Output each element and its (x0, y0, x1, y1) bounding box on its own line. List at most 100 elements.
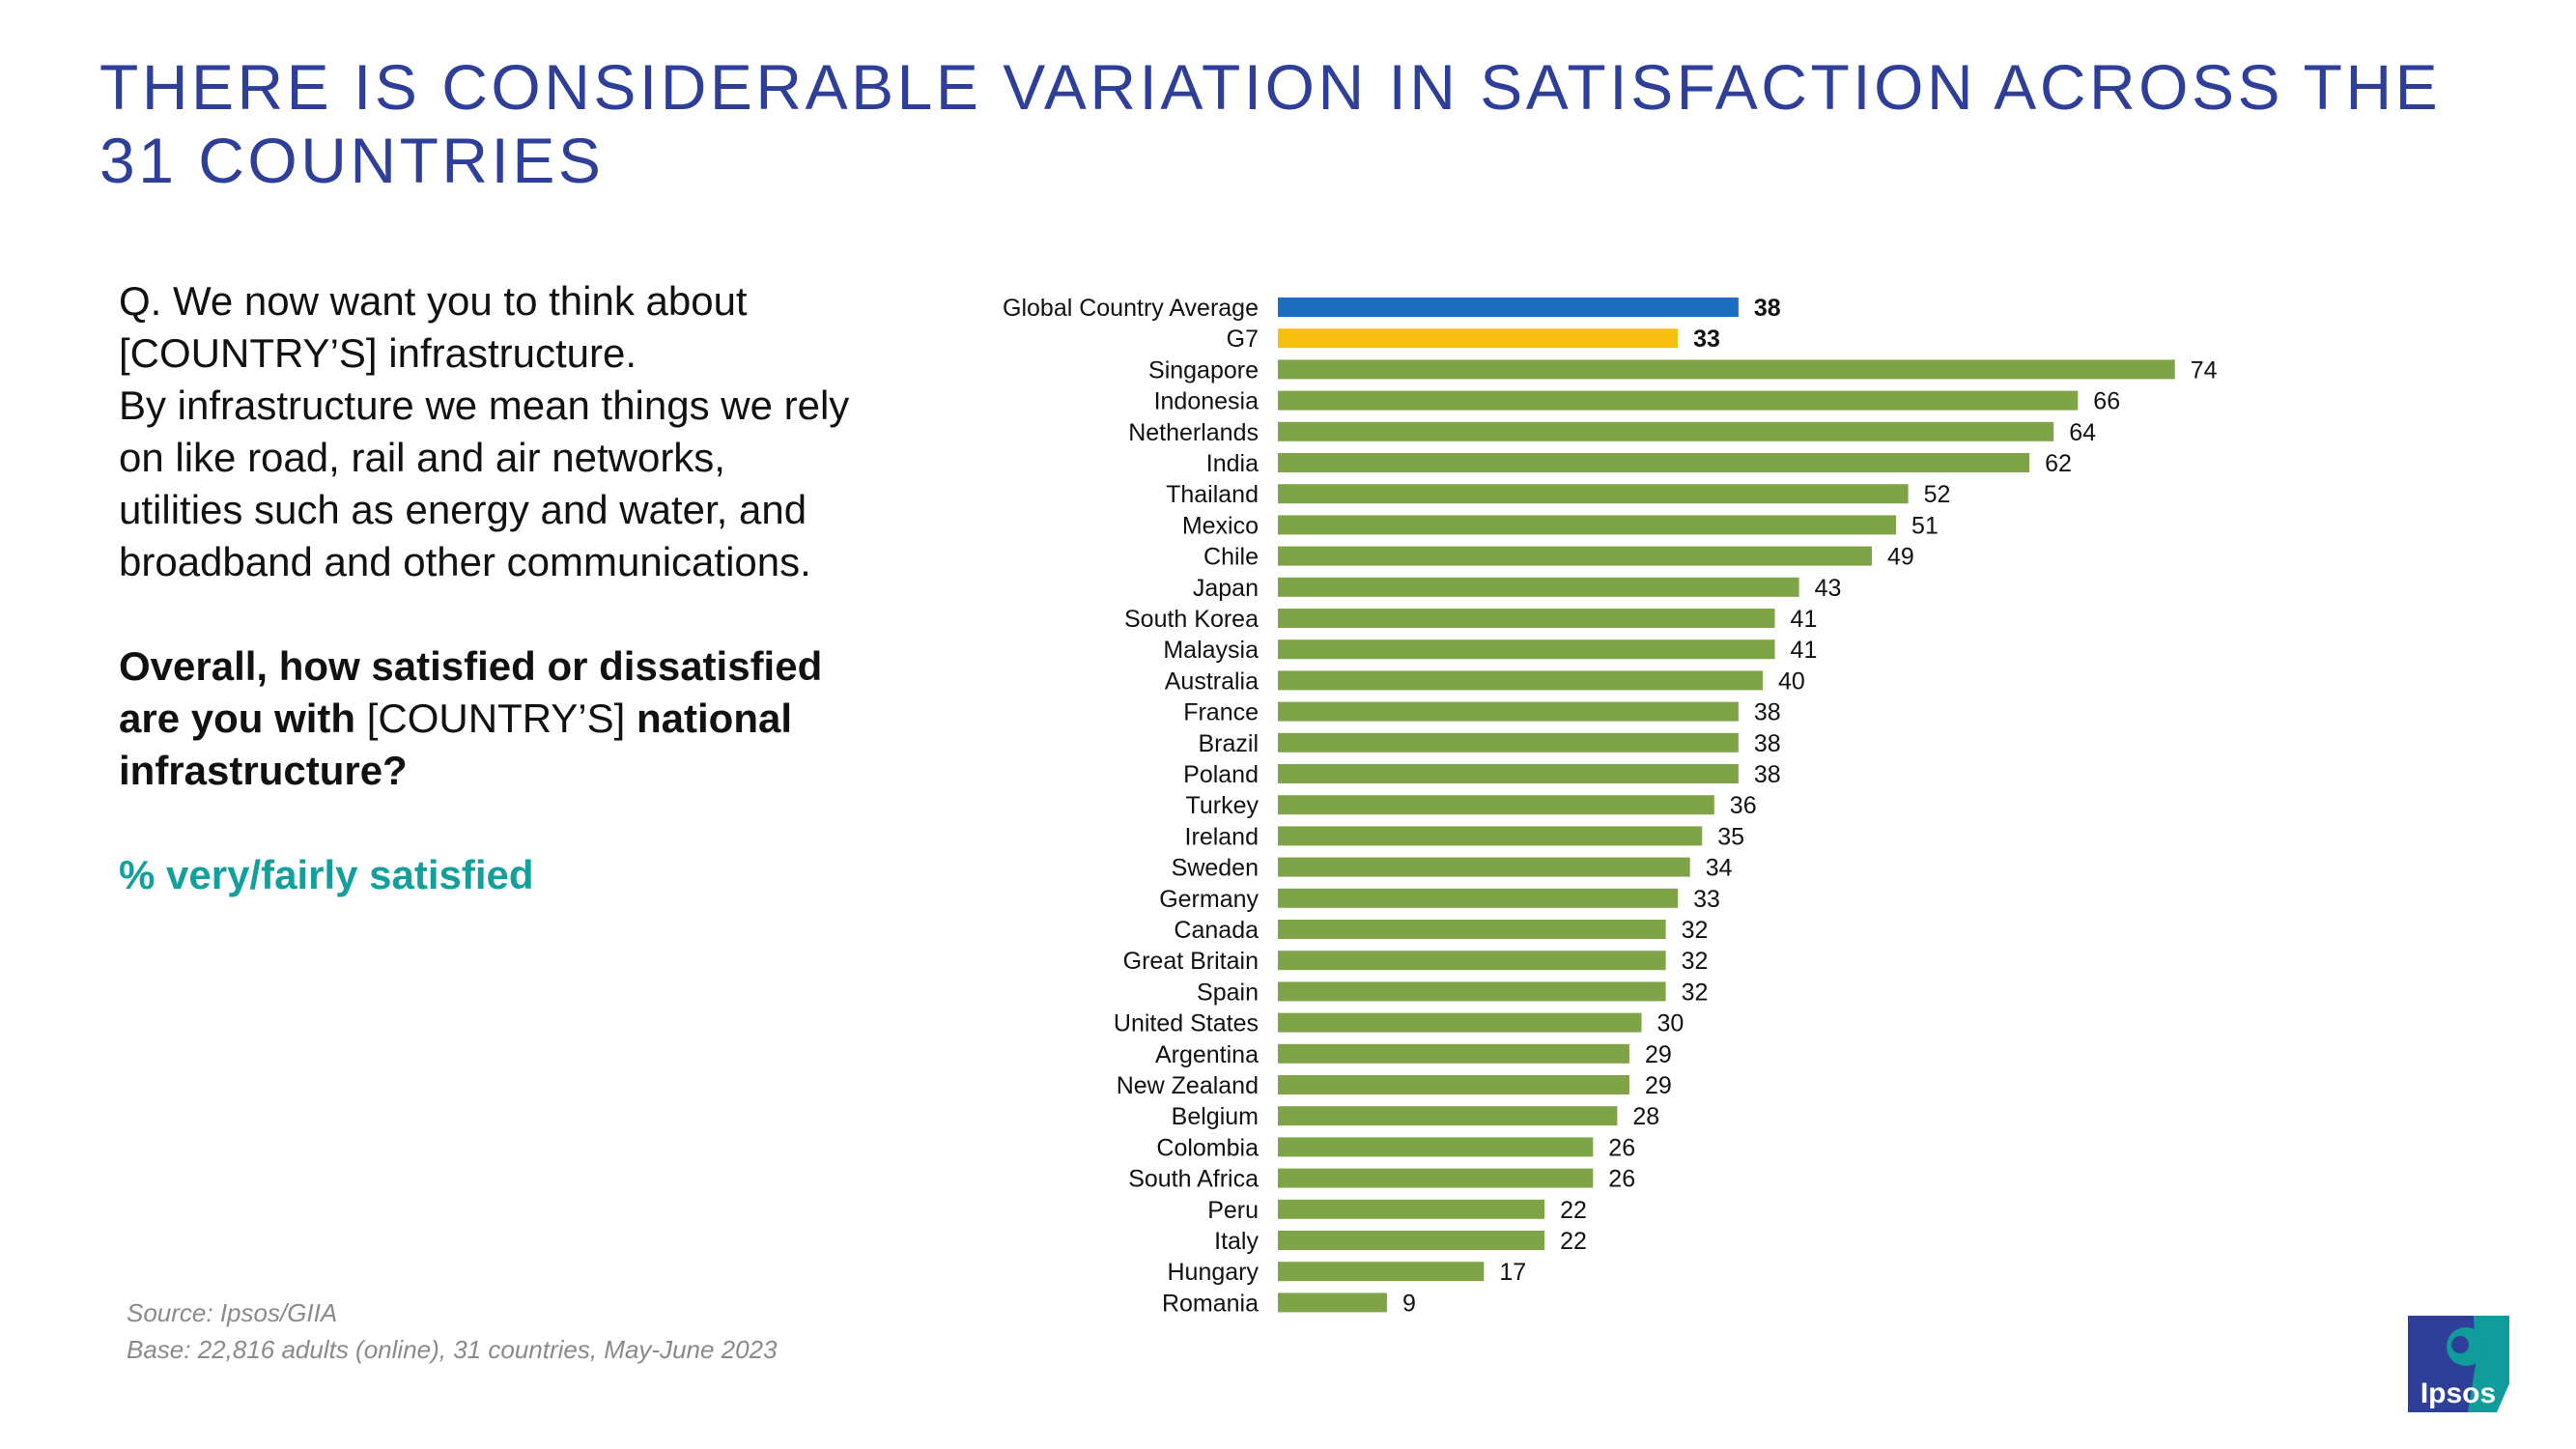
category-label-india: India (1206, 450, 1259, 477)
category-label-global-country-average: Global Country Average (1003, 295, 1259, 322)
category-label-turkey: Turkey (1186, 792, 1260, 819)
value-label-japan: 43 (1815, 575, 1842, 602)
value-label-sweden: 34 (1706, 855, 1733, 882)
value-label-australia: 40 (1778, 668, 1805, 695)
value-label-spain: 32 (1682, 979, 1709, 1006)
bar-poland (1278, 764, 1739, 783)
ipsos-logo: Ipsos (2408, 1316, 2509, 1412)
category-label-brazil: Brazil (1198, 730, 1259, 757)
bar-germany (1278, 888, 1679, 908)
category-label-france: France (1183, 699, 1259, 726)
category-label-malaysia: Malaysia (1163, 637, 1259, 664)
value-label-south-africa: 26 (1608, 1166, 1635, 1193)
category-label-great-britain: Great Britain (1123, 948, 1259, 975)
bar-canada (1278, 920, 1666, 939)
bar-spain (1278, 981, 1666, 1002)
bar-netherlands (1278, 421, 2054, 441)
question-bold-1: Overall, how satisfied or dissatisfied a… (119, 643, 823, 741)
value-label-chile: 49 (1887, 544, 1914, 571)
bar-france (1278, 701, 1739, 722)
value-label-ireland: 35 (1717, 823, 1744, 850)
logo-text: Ipsos (2420, 1378, 2496, 1409)
value-label-singapore: 74 (2191, 356, 2218, 384)
source-note: Source: Ipsos/GIIA Base: 22,816 adults (… (127, 1294, 996, 1368)
value-label-india: 62 (2045, 450, 2072, 477)
page-title: THERE IS CONSIDERABLE VARIATION IN SATIS… (99, 51, 2442, 196)
bar-g7 (1278, 328, 1679, 349)
category-label-italy: Italy (1214, 1228, 1259, 1255)
bar-italy (1278, 1231, 1545, 1250)
category-label-singapore: Singapore (1148, 356, 1259, 384)
bar-argentina (1278, 1043, 1629, 1064)
value-label-united-states: 30 (1657, 1010, 1684, 1037)
bar-brazil (1278, 732, 1739, 753)
bar-south-korea (1278, 609, 1775, 628)
category-label-indonesia: Indonesia (1154, 388, 1260, 415)
value-label-peru: 22 (1560, 1197, 1587, 1224)
value-label-g7: 33 (1693, 326, 1720, 353)
category-label-spain: Spain (1197, 979, 1259, 1006)
category-label-chile: Chile (1203, 544, 1259, 571)
bar-sweden (1278, 857, 1690, 877)
question-intro: Q. We now want you to think about [COUNT… (119, 278, 748, 376)
value-label-germany: 33 (1693, 886, 1720, 913)
value-label-south-korea: 41 (1791, 606, 1818, 633)
category-label-mexico: Mexico (1182, 512, 1259, 539)
question-main: Overall, how satisfied or dissatisfied a… (119, 640, 853, 797)
bar-ireland (1278, 826, 1703, 846)
bar-singapore (1278, 359, 2175, 380)
question-bold-2: national infrastructure? (119, 696, 793, 793)
category-label-south-africa: South Africa (1128, 1166, 1259, 1193)
category-label-australia: Australia (1165, 668, 1259, 695)
bar-japan (1278, 577, 1799, 597)
bar-global-country-average (1278, 298, 1739, 317)
category-label-south-korea: South Korea (1124, 606, 1259, 633)
category-label-germany: Germany (1159, 886, 1259, 913)
bar-great-britain (1278, 951, 1666, 971)
value-label-turkey: 36 (1730, 792, 1757, 819)
value-label-romania: 9 (1402, 1290, 1416, 1317)
category-label-g7: G7 (1227, 326, 1259, 353)
value-label-indonesia: 66 (2093, 388, 2120, 415)
value-label-great-britain: 32 (1682, 948, 1709, 975)
bar-australia (1278, 670, 1763, 691)
bar-south-africa (1278, 1168, 1594, 1188)
value-label-malaysia: 41 (1791, 637, 1818, 664)
value-label-mexico: 51 (1911, 512, 1939, 539)
value-label-thailand: 52 (1924, 481, 1951, 508)
value-label-poland: 38 (1754, 761, 1781, 788)
bar-united-states (1278, 1012, 1642, 1033)
metric-label: % very/fairly satisfied (119, 852, 534, 897)
bar-belgium (1278, 1106, 1618, 1126)
value-label-new-zealand: 29 (1645, 1072, 1672, 1099)
category-label-belgium: Belgium (1172, 1103, 1259, 1130)
bar-thailand (1278, 484, 1909, 504)
category-label-ireland: Ireland (1185, 823, 1259, 850)
value-label-france: 38 (1754, 699, 1781, 726)
category-label-new-zealand: New Zealand (1117, 1072, 1259, 1099)
question-country-placeholder: [COUNTRY’S] (366, 696, 626, 741)
bar-peru (1278, 1199, 1545, 1219)
category-label-poland: Poland (1183, 761, 1259, 788)
value-label-netherlands: 64 (2069, 419, 2096, 446)
bar-hungary (1278, 1262, 1485, 1282)
bar-new-zealand (1278, 1075, 1629, 1094)
bar-chile (1278, 546, 1872, 566)
bar-colombia (1278, 1137, 1594, 1157)
value-label-brazil: 38 (1754, 730, 1781, 757)
category-label-canada: Canada (1174, 917, 1259, 944)
value-label-argentina: 29 (1645, 1041, 1672, 1068)
category-label-united-states: United States (1114, 1010, 1259, 1037)
category-label-thailand: Thailand (1166, 481, 1259, 508)
base-line: Base: 22,816 adults (online), 31 countri… (127, 1335, 778, 1364)
value-label-colombia: 26 (1608, 1134, 1635, 1161)
category-label-japan: Japan (1193, 575, 1259, 602)
value-label-canada: 32 (1682, 917, 1709, 944)
category-label-romania: Romania (1162, 1290, 1259, 1317)
category-label-colombia: Colombia (1156, 1134, 1259, 1161)
value-label-hungary: 17 (1499, 1259, 1526, 1286)
bar-india (1278, 453, 2030, 472)
category-label-peru: Peru (1207, 1197, 1259, 1224)
bar-romania (1278, 1293, 1387, 1313)
